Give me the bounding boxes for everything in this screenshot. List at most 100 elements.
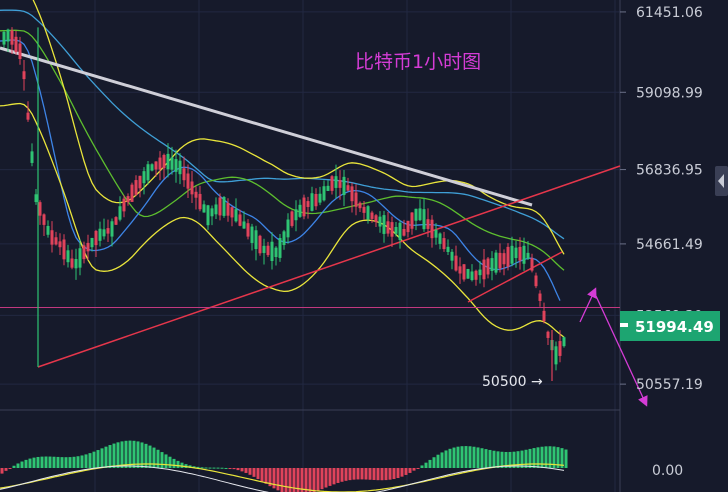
candle-body — [390, 222, 394, 237]
candle-body — [434, 229, 438, 238]
annotations-layer — [579, 287, 648, 407]
candle — [286, 213, 290, 244]
candle-body — [542, 310, 546, 322]
macd-histogram-bar — [24, 459, 28, 468]
candle — [462, 264, 466, 282]
macd-histogram-bar — [84, 454, 88, 468]
candle-body — [286, 219, 290, 238]
candle — [78, 239, 82, 276]
candle — [138, 175, 142, 198]
candle — [186, 164, 190, 199]
macd-histogram-bar — [48, 456, 52, 468]
candle-body — [374, 215, 378, 223]
macd-histogram-bar — [164, 454, 168, 468]
macd-histogram-bar — [508, 451, 512, 468]
macd-histogram-bar — [168, 456, 172, 468]
candle — [258, 234, 262, 256]
macd-histogram-bar — [344, 468, 348, 481]
candle-body — [86, 242, 90, 252]
macd-histogram-bar — [524, 449, 528, 468]
candle — [350, 182, 354, 213]
macd-histogram-bar — [356, 468, 360, 480]
macd-histogram-bar — [204, 467, 208, 469]
macd-histogram-bar — [52, 456, 56, 468]
candle — [562, 336, 566, 348]
candle-body — [450, 251, 454, 261]
candle — [374, 214, 378, 228]
macd-histogram-bar — [300, 468, 304, 492]
candle-body — [54, 237, 58, 245]
candle-body — [122, 198, 126, 212]
candle-body — [478, 269, 482, 276]
candle — [522, 237, 526, 271]
macd-histogram-bar — [136, 441, 140, 468]
candle — [346, 177, 350, 192]
candle-body — [386, 221, 390, 234]
candle-body — [342, 176, 346, 196]
candle — [166, 143, 170, 178]
macd-histogram-bar — [284, 468, 288, 492]
candle-body — [314, 193, 318, 207]
macd-histogram-bar — [548, 446, 552, 468]
macd-histogram-bar — [296, 468, 300, 492]
macd-histogram-bar — [452, 447, 456, 468]
candle — [394, 221, 398, 237]
candle — [58, 233, 62, 255]
candle — [526, 241, 530, 261]
candle-body — [206, 205, 210, 226]
candle — [274, 246, 278, 266]
candle-body — [326, 185, 330, 191]
candle-body — [210, 208, 214, 217]
macd-histogram-bar — [380, 468, 384, 481]
candle-body — [250, 226, 254, 243]
macd-histogram-bar — [448, 448, 452, 468]
candle-body — [518, 246, 522, 261]
candle-body — [442, 238, 446, 250]
candle-body — [546, 331, 550, 338]
candle — [318, 186, 322, 206]
candle — [518, 237, 522, 270]
candle — [238, 209, 242, 227]
candle-body — [10, 30, 14, 45]
macd-histogram-bar — [252, 468, 256, 477]
candle — [310, 186, 314, 212]
macd-histogram-bar — [156, 449, 160, 468]
candle — [54, 231, 58, 246]
macd-histogram-bar — [544, 446, 548, 468]
candle-body — [466, 268, 470, 279]
candle — [386, 211, 390, 237]
macd-histogram-bar — [116, 442, 120, 468]
candle — [106, 219, 110, 242]
candle — [38, 200, 42, 225]
candle — [502, 249, 506, 276]
macd-histogram-bar — [416, 468, 420, 469]
candle-body — [398, 222, 402, 240]
candle — [378, 211, 382, 233]
candle — [130, 182, 134, 202]
candle-body — [378, 216, 382, 227]
candle-body — [150, 164, 154, 171]
macd-histogram-bar — [176, 460, 180, 468]
scroll-handle[interactable] — [715, 166, 728, 196]
candle-body — [14, 36, 18, 53]
candle — [470, 264, 474, 282]
current-price-value: 51994.49 — [635, 318, 714, 336]
candle — [538, 290, 542, 307]
candle-body — [42, 214, 46, 225]
macd-histogram-bar — [200, 467, 204, 469]
candle-body — [462, 264, 466, 280]
macd-histogram-bar — [152, 447, 156, 468]
candle — [498, 243, 502, 273]
macd-histogram-bar — [552, 446, 556, 468]
macd-histogram-bar — [264, 468, 268, 484]
candle-body — [370, 212, 374, 219]
macd-histogram-bar — [468, 446, 472, 468]
candle-body — [366, 206, 370, 220]
candle-body — [90, 237, 94, 248]
ma-long-line — [0, 9, 565, 240]
candle — [210, 205, 214, 226]
macd-histogram-bar — [8, 468, 12, 469]
macd-histogram-bar — [244, 468, 248, 473]
candle-body — [394, 226, 398, 234]
candle — [162, 153, 166, 179]
